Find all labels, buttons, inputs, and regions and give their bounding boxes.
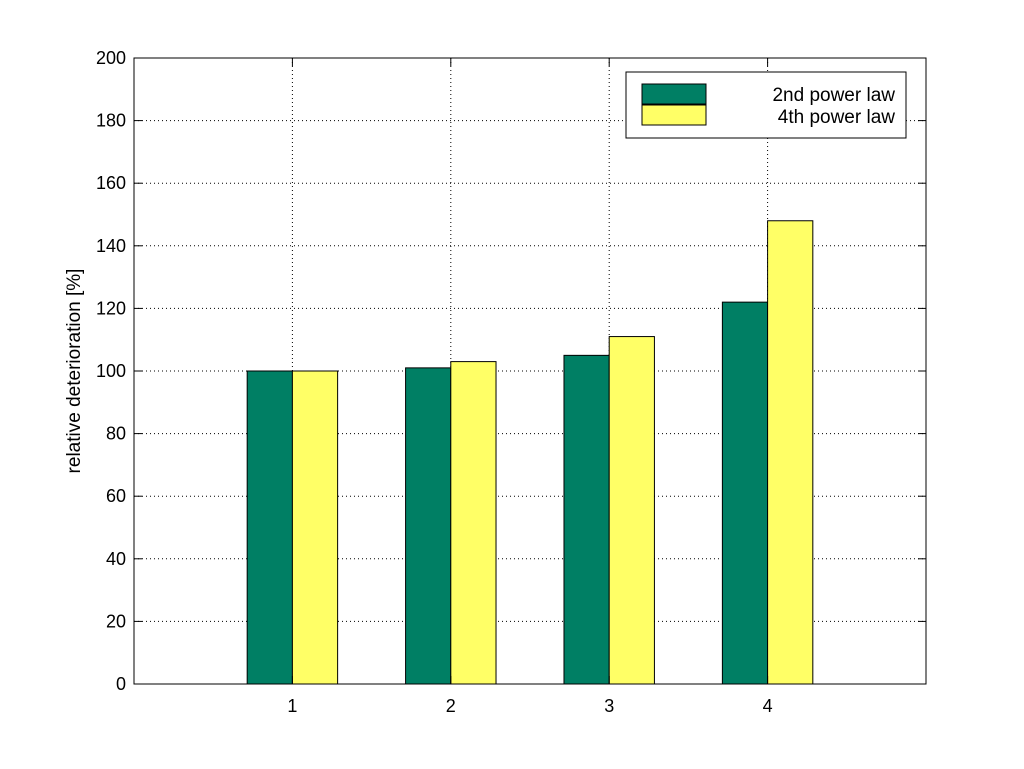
y-tick-label: 200 [96,48,126,68]
bar-4th-power-law-2 [450,361,497,685]
x-tick-label: 4 [763,696,773,716]
legend-swatch-2nd-power-law [641,83,707,105]
x-tick-label: 2 [446,696,456,716]
bar-2nd-power-law-3 [563,354,610,685]
y-tick-label: 0 [116,674,126,694]
y-axis-label: relative deterioration [%] [64,269,85,474]
y-tick-label: 20 [106,611,126,631]
bars [246,220,814,685]
legend-label-2nd-power-law: 2nd power law [772,85,895,106]
bar-4th-power-law-4 [767,220,814,685]
axis-ticks: 0 20 40 60 80 100 120 140 160 180 200 1 2 3 4 [96,48,926,716]
y-tick-label: 160 [96,173,126,193]
y-tick-label: 100 [96,361,126,381]
bar-4th-power-law-1 [291,370,339,685]
x-tick-label: 3 [604,696,614,716]
legend-label-4th-power-law: 4th power law [778,107,896,128]
bar-4th-power-law-3 [608,336,655,685]
legend: 2nd power law 4th power law [625,71,907,139]
y-tick-label: 60 [106,486,126,506]
y-tick-label: 140 [96,236,126,256]
bar-2nd-power-law-1 [246,370,293,685]
y-tick-label: 40 [106,549,126,569]
y-tick-label: 120 [96,298,126,318]
bar-2nd-power-law-4 [721,301,769,685]
bar-2nd-power-law-2 [405,367,452,685]
y-tick-label: 180 [96,111,126,131]
legend-swatch-4th-power-law [641,104,707,126]
y-tick-label: 80 [106,424,126,444]
x-tick-label: 1 [287,696,297,716]
